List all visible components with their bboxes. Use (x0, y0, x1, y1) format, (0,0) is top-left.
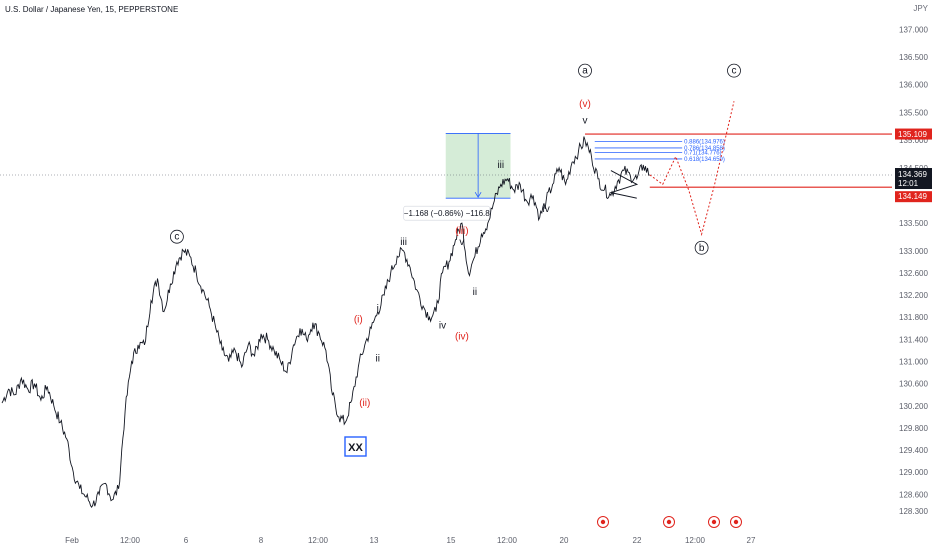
price-line (1, 136, 650, 509)
wave-label: b (699, 243, 705, 254)
price-tick: 133.000 (899, 247, 928, 256)
wave-label-red: (iv) (455, 331, 469, 342)
wave-label: ii (375, 353, 379, 364)
fib-label: 0.618(134.659) (684, 157, 725, 163)
time-tick: 12:00 (120, 536, 141, 545)
xx-box (344, 436, 367, 457)
currency-label: JPY (913, 4, 928, 13)
price-tick: 135.000 (899, 136, 928, 145)
wave-circle (727, 63, 741, 78)
wave-label: i (377, 304, 379, 315)
event-icon-dot (600, 519, 606, 525)
event-icon-dot (711, 519, 717, 525)
resistance-tag (895, 128, 932, 140)
time-tick: 12:00 (308, 536, 329, 545)
time-tick: 12:00 (497, 536, 518, 545)
support-tag-label: 134.149 (898, 192, 927, 201)
price-tick: 137.000 (899, 25, 928, 34)
time-axis[interactable]: Feb 12:00 6 8 12:00 13 15 12:00 20 22 12:00 27 (65, 536, 756, 545)
time-tick: 13 (370, 536, 379, 545)
chart-title: U.S. Dollar / Japanese Yen, 15, PEPPERST… (5, 5, 179, 14)
wave-label-red: (iii) (455, 226, 468, 237)
measure-arrow-head (474, 191, 482, 198)
wave-label: iii (497, 160, 504, 171)
price-tick: 133.500 (899, 219, 928, 228)
current-price-label: 134.369 (898, 170, 927, 179)
price-tick: 129.000 (899, 468, 928, 477)
price-tick: 136.500 (899, 53, 928, 62)
wave-label: v (459, 237, 464, 248)
wave-label: v (583, 115, 588, 126)
wave-label: iv (543, 204, 550, 215)
countdown-label: 12:01 (898, 179, 919, 188)
wave-circle (694, 240, 709, 255)
projection-line (649, 101, 735, 237)
projection-path[interactable] (649, 101, 735, 237)
time-tick: 12:00 (685, 536, 706, 545)
measure-label-box (403, 205, 491, 221)
xx-label-box[interactable]: XX (344, 436, 367, 457)
time-tick: 15 (447, 536, 456, 545)
wave-label-red: (v) (579, 99, 591, 110)
measure-label: −1.168 (−0.86%) −116.8 (404, 209, 490, 218)
fib-label: 0.886(134.976) (684, 139, 725, 145)
wave-label-red: (i) (354, 315, 363, 326)
wave-label: ii (473, 287, 477, 298)
wave-label: c (732, 66, 737, 77)
current-price-tag (895, 168, 932, 190)
wave-label: iii (400, 237, 407, 248)
fib-retracement[interactable]: 0.886(134.976)0.786(134.858)0.71(134.776… (594, 139, 725, 163)
time-tick: 6 (184, 536, 189, 545)
time-tick: Feb (65, 536, 79, 545)
support-tag (895, 191, 932, 203)
price-tick: 128.300 (899, 507, 928, 516)
price-series (1, 136, 650, 509)
time-tick: 22 (633, 536, 642, 545)
xx-text: XX (348, 442, 363, 454)
event-icons[interactable] (597, 516, 742, 528)
fib-label: 0.786(134.858) (684, 146, 725, 152)
wave-label: iv (439, 320, 446, 331)
wave-circle (578, 63, 592, 78)
price-tick: 131.000 (899, 357, 928, 366)
wave-circle (170, 229, 184, 244)
wave-label: c (174, 232, 179, 243)
price-tick: 130.600 (899, 380, 928, 389)
measure-tool[interactable]: −1.168 (−0.86%) −116.8 (403, 133, 511, 221)
price-tick: 131.800 (899, 313, 928, 322)
price-tick: 132.600 (899, 269, 928, 278)
price-tick: 136.000 (899, 81, 928, 90)
event-icon-dot (666, 519, 672, 525)
event-icon-dot (733, 519, 739, 525)
price-tick: 129.800 (899, 424, 928, 433)
resistance-tag-label: 135.109 (898, 130, 927, 139)
time-tick: 27 (747, 536, 756, 545)
horizontal-levels[interactable] (0, 133, 892, 188)
price-tick: 135.500 (899, 108, 928, 117)
wave-label: a (582, 66, 588, 77)
fib-label: 0.71(134.776) (684, 150, 721, 156)
price-tick: 129.400 (899, 446, 928, 455)
price-tick: 132.200 (899, 291, 928, 300)
time-tick: 8 (259, 536, 264, 545)
wave-label-red: (ii) (359, 398, 370, 409)
price-tick: 130.200 (899, 402, 928, 411)
price-tick: 131.400 (899, 335, 928, 344)
price-tick: 128.600 (899, 490, 928, 499)
time-tick: 20 (560, 536, 569, 545)
price-axis[interactable]: 137.000136.500136.000135.500135.000134.5… (895, 25, 932, 516)
triangle-pattern (608, 170, 639, 199)
